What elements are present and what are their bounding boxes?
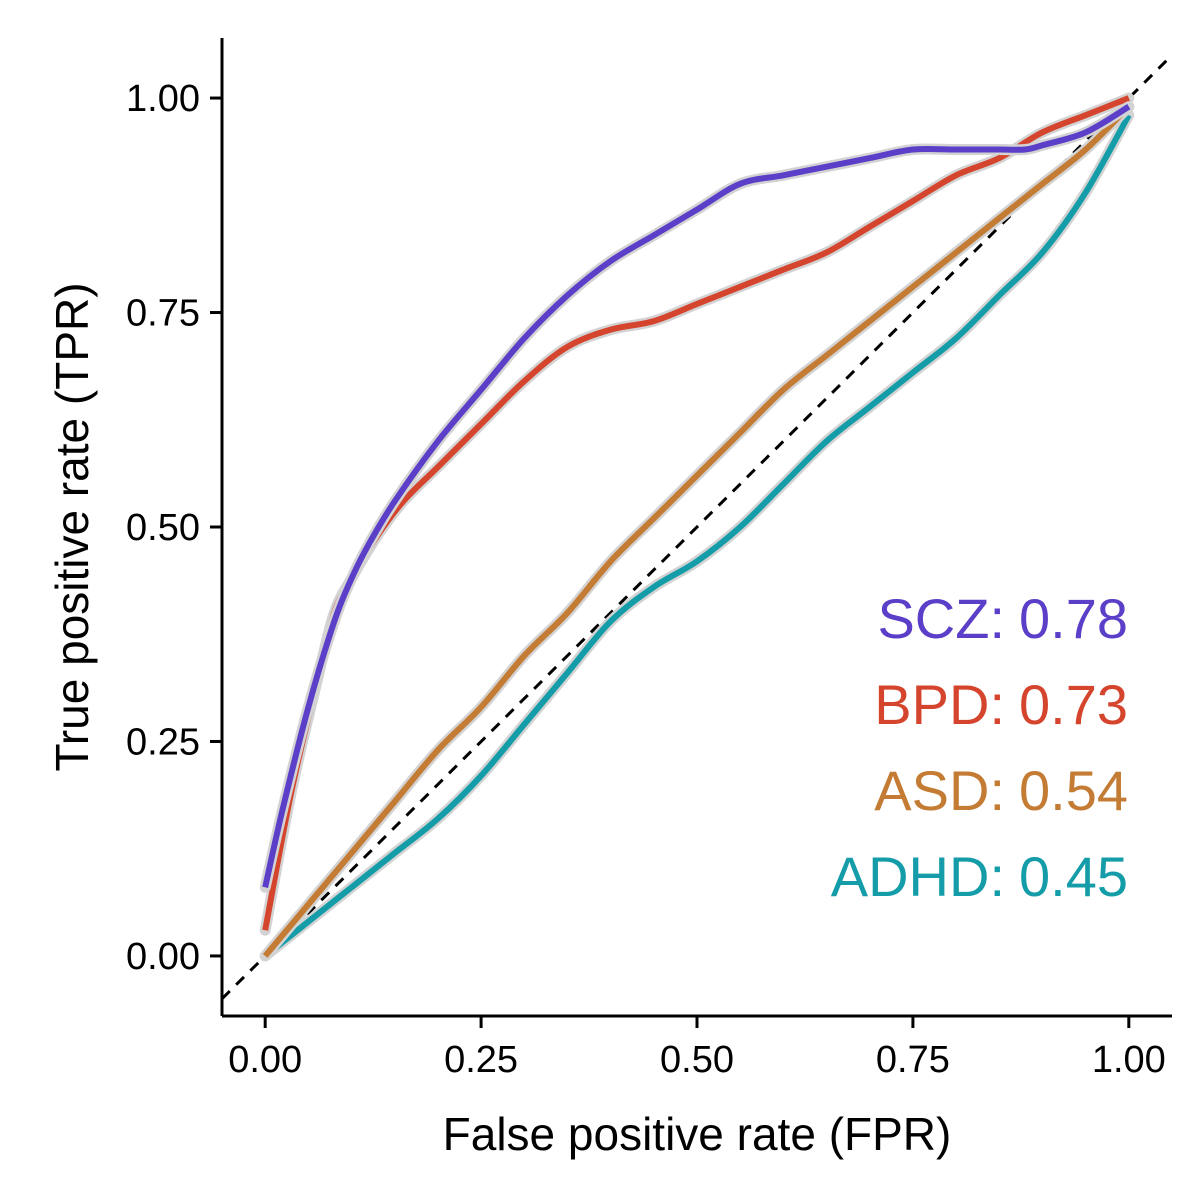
x-axis-ticks: 0.00 0.25 0.50 0.75 1.00 bbox=[228, 1016, 1166, 1081]
axes: 0.00 0.25 0.50 0.75 1.00 0.00 0.25 0.50 0.75 1.0… bbox=[126, 38, 1172, 1081]
auc-value: 0.54 bbox=[1019, 759, 1128, 822]
roc-curve-scz bbox=[262, 104, 1131, 888]
auc-label-bpd: BPD: 0.73 bbox=[874, 673, 1128, 736]
y-tick-label: 0.75 bbox=[126, 293, 200, 335]
y-tick-label: 0.00 bbox=[126, 936, 200, 978]
x-tick-label: 0.25 bbox=[444, 1039, 518, 1081]
x-axis-title: False positive rate (FPR) bbox=[443, 1108, 952, 1160]
diagonal-reference-line bbox=[222, 54, 1172, 1000]
y-tick-label: 0.50 bbox=[126, 507, 200, 549]
auc-label-asd: ASD: 0.54 bbox=[874, 759, 1128, 822]
auc-label-adhd: ADHD: 0.45 bbox=[831, 845, 1128, 908]
auc-value: 0.45 bbox=[1019, 845, 1128, 908]
roc-curves bbox=[259, 92, 1135, 962]
auc-series-name: BPD: bbox=[874, 673, 1005, 736]
roc-curve-adhd bbox=[263, 113, 1132, 959]
roc-band-adhd bbox=[259, 109, 1135, 962]
y-axis-title: True positive rate (TPR) bbox=[46, 282, 98, 771]
y-axis-ticks: 0.00 0.25 0.50 0.75 1.00 bbox=[126, 78, 222, 978]
auc-label-scz: SCZ: 0.78 bbox=[877, 587, 1128, 650]
auc-series-name: ADHD: bbox=[831, 845, 1005, 908]
y-tick-label: 0.25 bbox=[126, 721, 200, 763]
roc-curve-asd bbox=[262, 104, 1131, 958]
auc-value: 0.78 bbox=[1019, 587, 1128, 650]
x-tick-label: 0.00 bbox=[228, 1039, 302, 1081]
x-tick-label: 1.00 bbox=[1092, 1039, 1166, 1081]
auc-series-name: SCZ: bbox=[877, 587, 1005, 650]
diagonal-dashed-line bbox=[222, 54, 1172, 1000]
x-tick-label: 0.50 bbox=[660, 1039, 734, 1081]
y-tick-label: 1.00 bbox=[126, 78, 200, 120]
auc-series-name: ASD: bbox=[874, 759, 1005, 822]
x-tick-label: 0.75 bbox=[876, 1039, 950, 1081]
auc-value: 0.73 bbox=[1019, 673, 1128, 736]
